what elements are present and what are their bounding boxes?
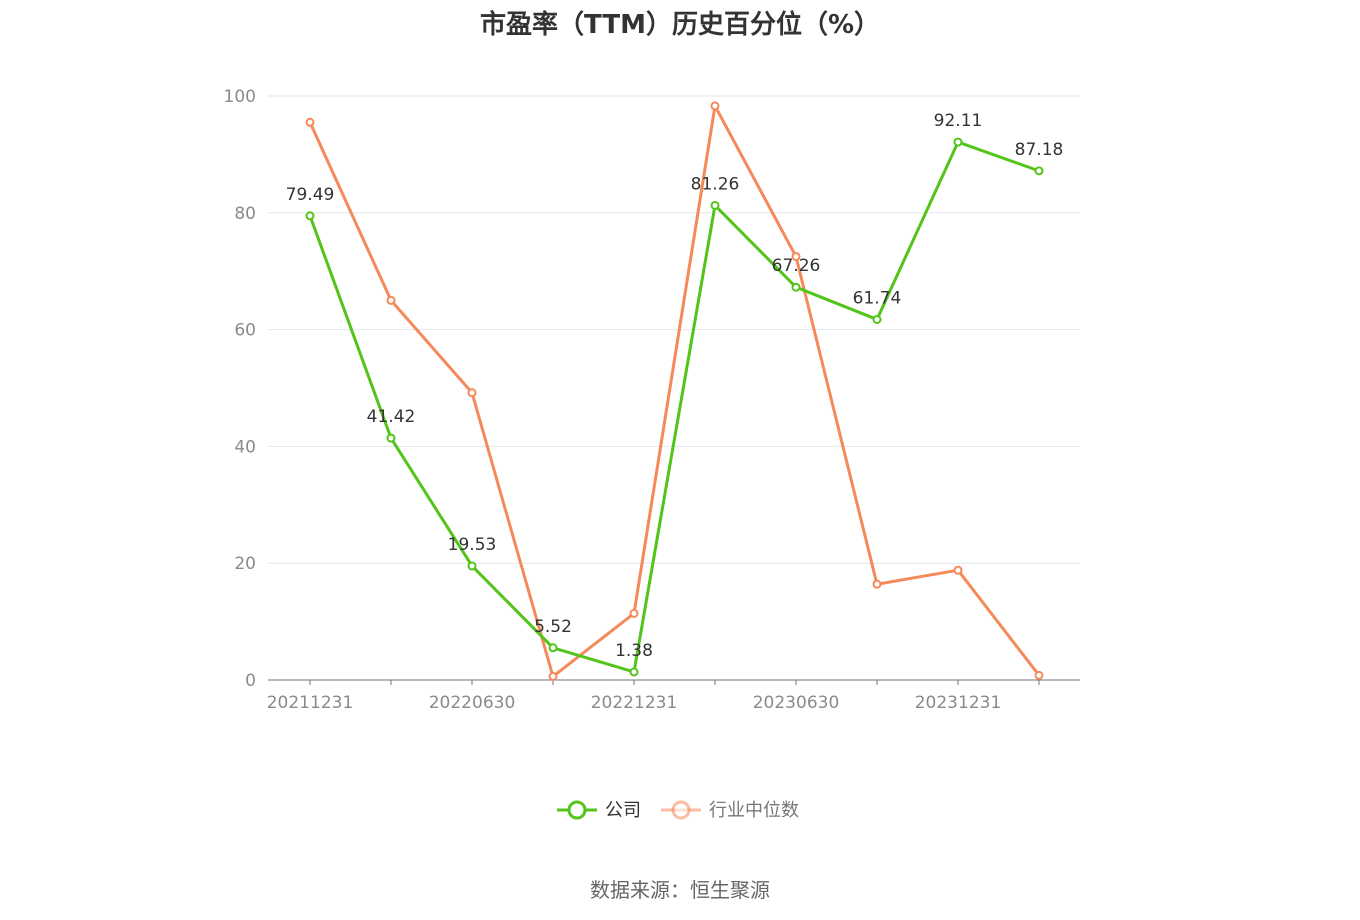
data-point — [710, 101, 720, 111]
data-label: 81.26 — [691, 174, 740, 194]
data-label: 92.11 — [934, 111, 983, 131]
data-point — [305, 117, 315, 127]
legend-swatch-marker — [671, 800, 691, 820]
x-tick-label: 20221231 — [591, 693, 678, 713]
data-point — [872, 579, 882, 589]
data-point — [629, 608, 639, 618]
data-point — [953, 137, 963, 147]
data-point — [629, 667, 639, 677]
data-label: 79.49 — [286, 185, 335, 205]
series-group — [305, 101, 1044, 681]
data-point — [1034, 670, 1044, 680]
x-tick-label: 20230630 — [753, 693, 840, 713]
chart-title: 市盈率（TTM）历史百分位（%） — [480, 10, 880, 40]
x-tick-label: 20211231 — [267, 693, 354, 713]
legend: 公司 行业中位数 — [557, 800, 799, 821]
data-point — [467, 388, 477, 398]
data-point — [386, 433, 396, 443]
data-source: 数据来源：恒生聚源 — [590, 878, 770, 902]
y-tick-label: 40 — [234, 437, 256, 457]
y-tick-label: 60 — [234, 321, 256, 341]
data-label: 87.18 — [1015, 140, 1064, 160]
y-tick-label: 100 — [224, 87, 256, 107]
data-point — [548, 643, 558, 653]
legend-item: 公司 — [557, 800, 641, 821]
data-point — [710, 200, 720, 210]
legend-label: 行业中位数 — [709, 800, 799, 821]
data-label: 5.52 — [534, 617, 572, 637]
data-point — [872, 314, 882, 324]
data-label: 19.53 — [448, 535, 497, 555]
data-point — [467, 561, 477, 571]
data-label: 67.26 — [772, 256, 821, 276]
data-label: 61.74 — [853, 288, 902, 308]
data-point — [791, 252, 801, 262]
data-label: 1.38 — [615, 641, 653, 661]
grid-lines — [268, 95, 1080, 564]
x-axis: 20211231 20220630 20221231 20230630 20231231 — [267, 679, 1080, 713]
data-point — [1034, 166, 1044, 176]
data-point — [548, 671, 558, 681]
legend-label: 公司 — [605, 800, 641, 821]
y-axis-ticks: 0 20 40 60 80 100 — [224, 87, 256, 691]
series-line — [308, 104, 1041, 678]
series-line — [308, 140, 1040, 674]
y-tick-label: 80 — [234, 204, 256, 224]
data-point — [386, 295, 396, 305]
data-point — [305, 211, 315, 221]
data-point — [953, 565, 963, 575]
data-point — [791, 282, 801, 292]
legend-item: 行业中位数 — [661, 800, 799, 821]
x-tick-label: 20220630 — [429, 693, 516, 713]
legend-swatch-marker — [567, 800, 587, 820]
y-tick-label: 0 — [245, 671, 256, 691]
x-tick-label: 20231231 — [915, 693, 1002, 713]
data-labels: 79.49 41.42 19.53 5.52 1.38 81.26 67.26 61.74 92… — [286, 111, 1064, 661]
data-label: 41.42 — [367, 407, 416, 427]
y-tick-label: 20 — [234, 554, 256, 574]
